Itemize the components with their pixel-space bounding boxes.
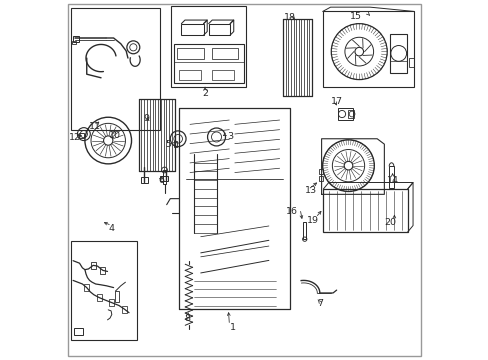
Bar <box>79 134 83 138</box>
Text: 16: 16 <box>285 207 298 216</box>
Bar <box>163 170 166 184</box>
Bar <box>319 176 323 181</box>
Text: 20: 20 <box>384 218 396 227</box>
Text: 9: 9 <box>143 114 149 123</box>
Bar <box>122 306 126 313</box>
Text: 5: 5 <box>164 140 171 149</box>
Bar <box>90 262 96 269</box>
Text: 19: 19 <box>307 216 319 225</box>
Text: 4: 4 <box>109 224 115 233</box>
Bar <box>322 12 413 87</box>
Bar <box>73 36 79 42</box>
Bar <box>171 6 246 87</box>
Bar <box>212 69 233 80</box>
Bar <box>347 110 353 118</box>
Text: 3: 3 <box>227 132 233 141</box>
Bar <box>337 108 352 120</box>
Bar <box>115 291 119 302</box>
Text: 12: 12 <box>69 133 81 142</box>
Text: 7: 7 <box>317 299 323 308</box>
Text: 10: 10 <box>108 131 121 140</box>
Text: 14: 14 <box>386 176 398 185</box>
Bar <box>160 176 168 181</box>
Bar <box>388 166 393 188</box>
Text: 2: 2 <box>202 89 207 98</box>
Bar <box>174 140 177 147</box>
Text: 13: 13 <box>304 186 316 195</box>
Bar <box>74 328 83 335</box>
Text: 6: 6 <box>158 176 164 185</box>
Bar <box>177 48 203 59</box>
Bar <box>389 34 407 73</box>
Bar <box>174 44 244 83</box>
Bar <box>100 267 105 274</box>
Bar <box>109 299 114 306</box>
Bar <box>84 284 89 291</box>
Bar <box>140 177 148 183</box>
Bar <box>179 69 201 80</box>
Bar <box>97 294 102 301</box>
Bar <box>70 241 137 339</box>
Text: 18: 18 <box>284 13 295 22</box>
Bar <box>408 58 413 67</box>
Bar <box>208 24 230 35</box>
Text: 15: 15 <box>349 12 361 21</box>
Bar <box>319 169 323 174</box>
Bar <box>303 222 305 239</box>
Bar <box>72 41 76 44</box>
Bar <box>323 189 407 232</box>
Text: 17: 17 <box>330 97 343 106</box>
Bar <box>211 48 238 59</box>
Bar <box>70 8 160 130</box>
Text: 11: 11 <box>89 122 101 131</box>
Text: 8: 8 <box>184 314 190 323</box>
Bar <box>181 24 203 35</box>
Text: 1: 1 <box>229 323 235 332</box>
